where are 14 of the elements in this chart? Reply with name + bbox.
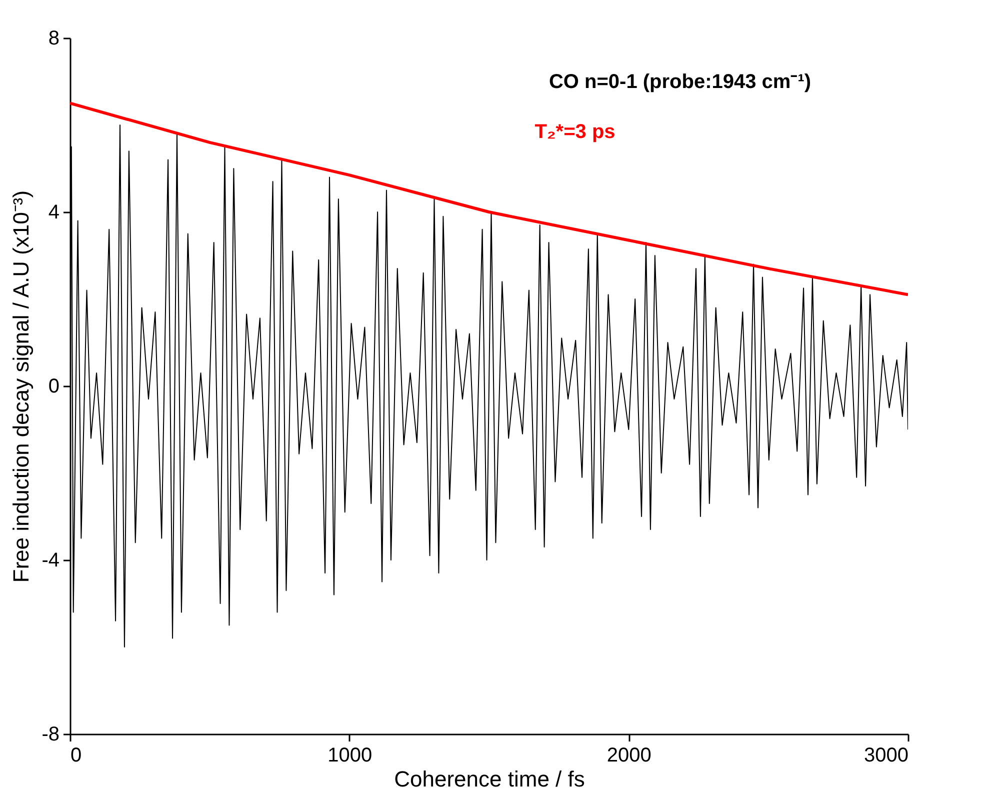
y-tick-label: 8: [48, 28, 60, 50]
text: T₂*=3 ps: [534, 121, 616, 143]
x-tick-label: 3000: [864, 744, 908, 766]
line-series: [70, 102, 908, 296]
x-tick-label: 0: [70, 744, 82, 766]
x-tick-label: 1000: [328, 744, 372, 766]
y-tick-label: 0: [48, 376, 60, 398]
annotation: CO n=0-1 (probe:1943 cm⁻¹): [548, 71, 812, 93]
y-tick-label: -8: [42, 724, 60, 746]
y-tick-label: 4: [48, 202, 60, 224]
x-tick-label: 2000: [606, 744, 652, 766]
y-tick-label: -4: [42, 550, 60, 572]
y-axis-title: Free induction decay signal / A.U (x10⁻³): [8, 190, 34, 583]
x-axis-title: Coherence time / fs: [394, 766, 585, 792]
